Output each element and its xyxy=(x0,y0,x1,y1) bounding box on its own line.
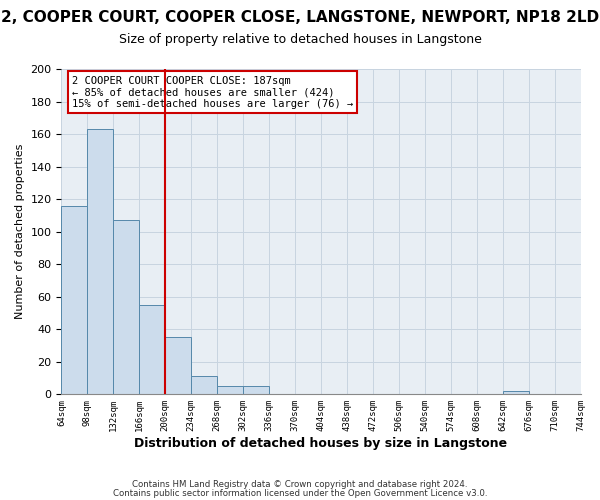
Y-axis label: Number of detached properties: Number of detached properties xyxy=(15,144,25,320)
X-axis label: Distribution of detached houses by size in Langstone: Distribution of detached houses by size … xyxy=(134,437,508,450)
Text: 2 COOPER COURT COOPER CLOSE: 187sqm
← 85% of detached houses are smaller (424)
1: 2 COOPER COURT COOPER CLOSE: 187sqm ← 85… xyxy=(72,76,353,108)
Bar xyxy=(113,220,139,394)
Text: Contains HM Land Registry data © Crown copyright and database right 2024.: Contains HM Land Registry data © Crown c… xyxy=(132,480,468,489)
Text: 2, COOPER COURT, COOPER CLOSE, LANGSTONE, NEWPORT, NP18 2LD: 2, COOPER COURT, COOPER CLOSE, LANGSTONE… xyxy=(1,10,599,25)
Bar xyxy=(88,129,113,394)
Bar xyxy=(191,376,217,394)
Bar xyxy=(243,386,269,394)
Text: Size of property relative to detached houses in Langstone: Size of property relative to detached ho… xyxy=(119,32,481,46)
Bar xyxy=(165,338,191,394)
Bar xyxy=(217,386,243,394)
Bar xyxy=(503,391,529,394)
Bar xyxy=(139,305,165,394)
Text: Contains public sector information licensed under the Open Government Licence v3: Contains public sector information licen… xyxy=(113,489,487,498)
Bar xyxy=(61,206,88,394)
